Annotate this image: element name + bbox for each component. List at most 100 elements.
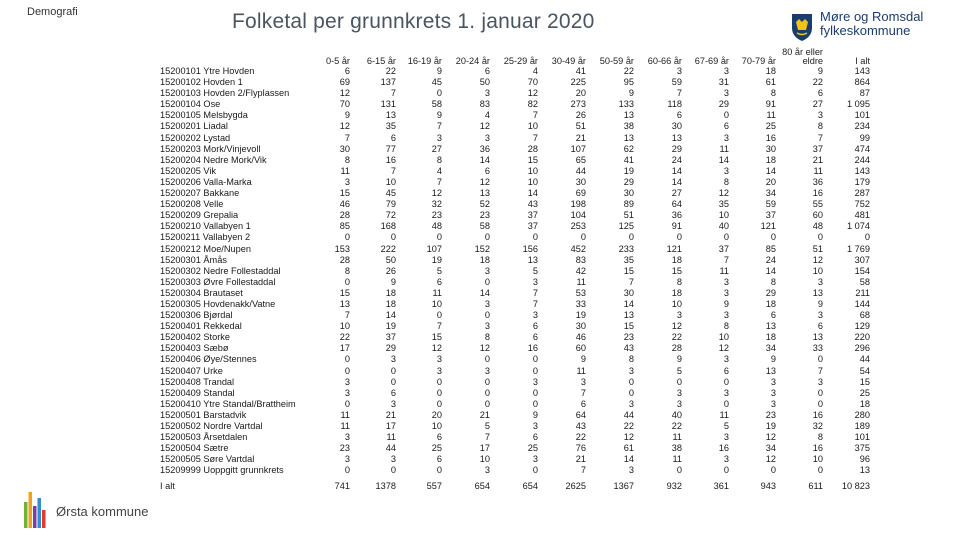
table-cell: 3 — [628, 465, 634, 476]
table-cell: 30 — [671, 121, 682, 132]
table-cell: 3 — [484, 465, 490, 476]
table-cell: 131 — [380, 99, 396, 110]
table-cell: 32 — [812, 421, 823, 431]
table-cell: 82 — [527, 99, 538, 110]
table-cell: 89 — [623, 199, 634, 210]
table-cell: 6 — [723, 121, 729, 132]
table-cell: 15 — [527, 154, 538, 165]
table-row: 15200105 Melsbygda 9 13 9 4 7 26 13 6 0 11 3 101 — [160, 110, 870, 121]
table-cell: 51 — [812, 243, 823, 254]
table-cell: 44 — [859, 354, 870, 365]
table-cell: 85 — [339, 221, 350, 232]
table-cell: 104 — [570, 210, 586, 221]
table-cell: 15 — [623, 321, 634, 332]
table-cell: 6 — [436, 432, 442, 443]
table-cell: 21 — [479, 409, 490, 420]
table-cell: 68 — [859, 310, 870, 321]
table-cell: 50 — [385, 254, 396, 265]
table-cell: 0 — [484, 310, 490, 321]
table-cell: 133 — [618, 99, 634, 110]
table-cell: 12 — [479, 176, 490, 187]
table-cell: 16 — [812, 409, 823, 420]
table-cell: 0 — [817, 465, 823, 476]
table-cell: 58 — [431, 99, 442, 110]
table-cell: 29 — [718, 99, 729, 110]
table-cell: 0 — [344, 365, 350, 376]
table-cell: 27 — [812, 99, 823, 110]
table-cell: 6 — [390, 132, 396, 143]
table-cell: 143 — [854, 165, 870, 176]
table-row: 15200306 Bjørdal 7 14 0 0 3 19 13 3 3 6 3 68 — [160, 310, 870, 321]
table-cell: 3 — [436, 365, 442, 376]
table-cell: 65 — [575, 154, 586, 165]
table-cell: 14 — [765, 265, 776, 276]
table-row: 15200503 Årsetdalen 3 11 6 7 6 22 12 11 3 12 8 101 — [160, 432, 870, 443]
table-cell: 0 — [436, 310, 442, 321]
table-cell: 8 — [628, 354, 634, 365]
table-cell: 0 — [390, 232, 396, 243]
table-cell: 3 — [344, 387, 350, 398]
table-cell: 0 — [390, 465, 396, 476]
table-row: 15200304 Brautaset 15 18 11 14 7 53 30 18 3 29 13 21… — [160, 288, 870, 299]
table-cell: 22 — [339, 332, 350, 343]
table-cell: 12 — [812, 254, 823, 265]
table-cell: 3 — [676, 398, 682, 409]
table-cell: 13 — [623, 110, 634, 121]
table-cell: 46 — [575, 332, 586, 343]
table-cell: 7 — [344, 310, 350, 321]
table-cell: 5 — [436, 265, 442, 276]
table-cell: 6 — [484, 165, 490, 176]
table-cell: 37 — [718, 243, 729, 254]
row-label: 15200208 Velle — [160, 199, 224, 210]
table-cell: 76 — [575, 443, 586, 454]
table-cell: 19 — [431, 254, 442, 265]
table-cell: 12 — [718, 343, 729, 354]
page-title: Folketal per grunnkrets 1. januar 2020 — [232, 10, 595, 33]
table-cell: 0 — [723, 110, 729, 121]
table-cell: 30 — [623, 188, 634, 199]
table-cell: 7 — [344, 132, 350, 143]
table-cell: 13 — [859, 465, 870, 476]
table-cell: 0 — [484, 276, 490, 287]
table-cell: 5 — [676, 365, 682, 376]
table-cell: 7 — [532, 110, 538, 121]
table-cell: 22 — [623, 421, 634, 431]
table-cell: 18 — [859, 398, 870, 409]
table-cell: 51 — [623, 210, 634, 221]
table-row: 15200209 Grepalia 28 72 23 23 37 104 51 36 10 37 60… — [160, 210, 870, 221]
row-label: 15200201 Liadal — [160, 121, 228, 132]
table-cell: 59 — [671, 77, 682, 88]
table-cell: 37 — [385, 332, 396, 343]
table-cell: 3 — [723, 165, 729, 176]
county-logo-text: Møre og Romsdal fylkeskommune — [820, 10, 923, 38]
table-row: 15200206 Valla-Marka 3 10 7 12 10 30 29 14 8 20 36 1… — [160, 177, 870, 188]
table-cell: 9 — [676, 354, 682, 365]
table-cell: 10 — [431, 298, 442, 309]
table-cell: 27 — [431, 143, 442, 154]
table-cell: 64 — [575, 409, 586, 420]
table-row: 15200303 Øvre Follestaddal 0 9 6 0 3 11 7 8 3 8 3 58 — [160, 277, 870, 288]
table-cell: 11 — [576, 276, 586, 287]
table-cell: 121 — [760, 221, 776, 232]
table-cell: 179 — [854, 176, 870, 187]
table-cell: 4 — [484, 110, 490, 121]
table-cell: 10 — [671, 298, 682, 309]
table-cell: 7 — [484, 432, 490, 443]
table-cell: 0 — [436, 465, 442, 476]
table-cell: 129 — [854, 321, 870, 332]
table-cell: 3 — [484, 321, 490, 332]
table-row: 15200103 Hovden 2/Flyplassen 12 7 0 3 12 20 9 7 3… — [160, 88, 870, 99]
table-cell: 125 — [618, 221, 634, 232]
table-cell: 107 — [570, 143, 586, 154]
table-cell: 12 — [479, 343, 490, 354]
table-cell: 9 — [436, 66, 442, 76]
table-row: 15200205 Vik 11 7 4 6 10 44 19 14 3 14 11 143 — [160, 166, 870, 177]
table-cell: 8 — [723, 176, 729, 187]
table-cell: 54 — [859, 365, 870, 376]
table-cell: 34 — [765, 443, 776, 454]
table-cell: 41 — [575, 66, 586, 76]
table-cell: 13 — [527, 254, 538, 265]
table-cell: 95 — [623, 77, 634, 88]
table-row: 15200203 Mork/Vinjevoll 30 77 27 36 28 107 62 29… — [160, 144, 870, 155]
table-cell: 19 — [623, 165, 634, 176]
